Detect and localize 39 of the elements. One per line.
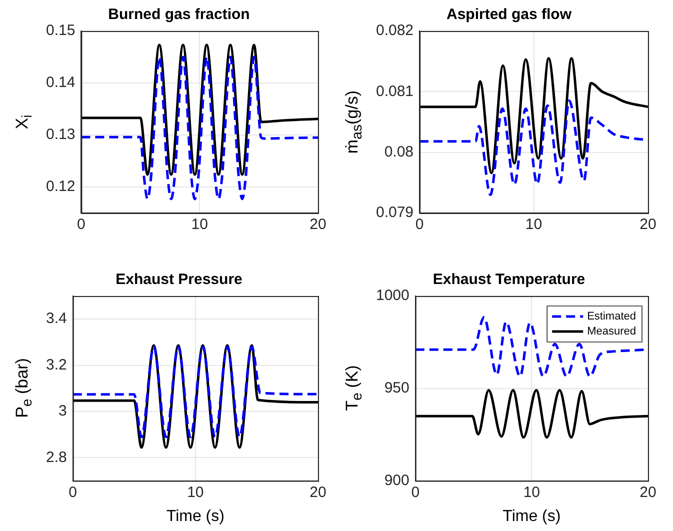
y-tick-label: 0.079	[376, 204, 414, 222]
x-axis-title: Time (s)	[502, 508, 561, 525]
x-tick-label: 10	[523, 484, 540, 501]
x-tick-label: 20	[310, 484, 326, 501]
x-axis-title: Time (s)	[166, 508, 224, 525]
y-tick-label: 0.15	[46, 22, 76, 40]
chart-title: Exhaust Temperature	[432, 271, 586, 288]
line-series	[81, 44, 318, 176]
chart-title: Exhaust Pressure	[116, 271, 242, 288]
y-tick-label: 3	[58, 402, 67, 420]
x-tick-label: 0	[415, 216, 424, 234]
x-tick-label: 0	[411, 484, 420, 501]
line-series	[81, 56, 318, 200]
y-tick-label: 950	[384, 380, 410, 397]
x-tick-label: 10	[191, 216, 208, 234]
x-tick-label: 20	[310, 216, 326, 234]
y-tick-label: 3.2	[46, 356, 67, 374]
y-tick-label: 0.082	[376, 22, 414, 40]
y-tick-label: 2.8	[46, 448, 67, 466]
chart-title: Aspirted gas flow	[446, 6, 572, 24]
x-tick-label: 20	[640, 216, 656, 234]
x-tick-label: 0	[68, 484, 78, 501]
y-tick-label: 0.13	[46, 126, 76, 144]
legend-label: Estimated	[587, 310, 636, 323]
y-tick-label: 0.08	[384, 143, 414, 160]
y-tick-label: 0.12	[46, 178, 76, 196]
legend-label: Measured	[587, 326, 636, 338]
x-tick-label: 10	[187, 484, 204, 501]
line-series	[415, 389, 648, 439]
y-tick-label: 1000	[376, 287, 410, 304]
y-tick-label: 900	[384, 472, 410, 489]
y-tick-label: 3.4	[46, 310, 67, 328]
line-series	[420, 57, 648, 174]
x-tick-label: 10	[525, 216, 542, 234]
x-tick-label: 20	[640, 484, 656, 501]
y-tick-label: 0.081	[376, 82, 414, 100]
x-tick-label: 0	[77, 216, 86, 234]
y-tick-label: 0.14	[46, 74, 76, 92]
chart-title: Burned gas fraction	[108, 6, 250, 24]
